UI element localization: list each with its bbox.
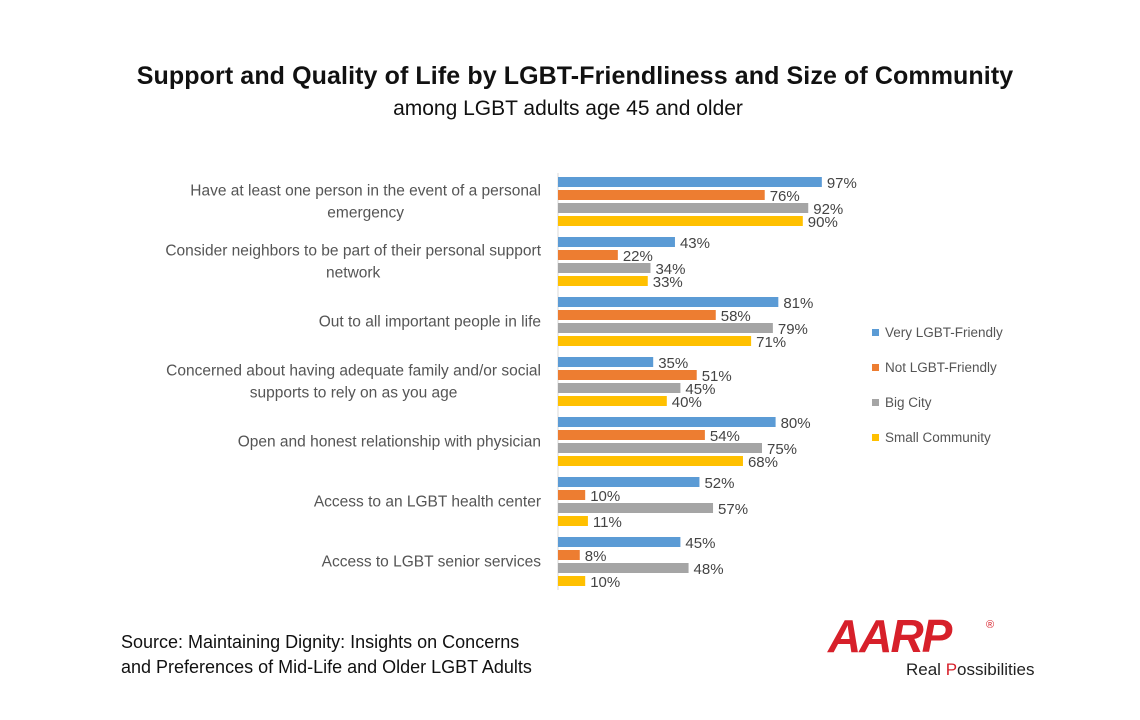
data-label: 58% [721,308,751,325]
bar-very-lgbt-friendly [558,417,776,427]
bar-not-lgbt-friendly [558,190,765,200]
aarp-wordmark: AARP ® [827,612,994,662]
data-label: 40% [672,394,702,411]
bar-big-city [558,563,689,573]
legend-swatch [872,399,879,406]
bar-small-community [558,516,588,526]
source-line: and Preferences of Mid-Life and Older LG… [121,657,532,677]
data-label: 11% [593,514,622,531]
data-label: 54% [710,428,740,445]
data-label: 45% [685,535,715,552]
data-label: 51% [702,368,732,385]
bar-very-lgbt-friendly [558,357,654,367]
category-label: Have at least one person in the event of… [190,183,541,222]
bar-big-city [558,203,809,213]
chart-title: Support and Quality of Life by LGBT-Frie… [136,62,1014,90]
bar-big-city [558,443,762,453]
data-label: 68% [748,454,778,471]
category-label: Access to an LGBT health center [314,494,541,511]
bar-not-lgbt-friendly [558,490,586,500]
bar-very-lgbt-friendly [558,177,822,187]
bar-small-community [558,576,586,586]
chart-subtitle: among LGBT adults age 45 and older [393,97,743,120]
bar-small-community [558,276,648,286]
bar-small-community [558,456,743,466]
category-label: Consider neighbors to be part of their p… [165,243,541,282]
bar-not-lgbt-friendly [558,430,705,440]
data-label: 81% [783,295,813,312]
category-label: Out to all important people in life [319,314,541,331]
data-label: 34% [655,261,685,278]
bar-not-lgbt-friendly [558,550,580,560]
data-label: 33% [653,274,683,291]
data-label: 45% [685,381,715,398]
data-label: 80% [781,415,811,432]
source-line: Source: Maintaining Dignity: Insights on… [121,632,520,652]
aarp-tagline: Real Possibilities [906,660,1035,679]
legend-entry: Small Community [885,430,991,445]
source-note: Source: Maintaining Dignity: Insights on… [121,630,532,680]
data-label: 52% [704,475,734,492]
data-label: 79% [778,321,808,338]
category-label: Access to LGBT senior services [322,554,542,571]
data-label: 71% [756,334,786,351]
bar-big-city [558,263,651,273]
legend-swatch [872,364,879,371]
aarp-logo: AARP ® Real Possibilities [808,612,1048,687]
data-label: 43% [680,235,710,252]
data-label: 75% [767,441,797,458]
data-label: 10% [590,488,620,505]
legend-entry: Not LGBT-Friendly [885,360,997,375]
data-label: 76% [770,188,800,205]
category-label: Concerned about having adequate family a… [166,363,541,402]
bar-very-lgbt-friendly [558,477,700,487]
legend-entry: Big City [885,395,932,410]
data-label: 57% [718,501,748,518]
bar-small-community [558,336,752,346]
legend-entry: Very LGBT-Friendly [885,325,1003,340]
bar-big-city [558,383,681,393]
bar-not-lgbt-friendly [558,370,697,380]
data-label: 35% [658,355,688,372]
bar-big-city [558,503,714,513]
data-label: 48% [694,561,724,578]
data-label: 10% [590,574,620,591]
bar-small-community [558,396,667,406]
bar-very-lgbt-friendly [558,297,779,307]
legend-swatch [872,329,879,336]
data-label: 97% [827,175,857,192]
legend-swatch [872,434,879,441]
bar-very-lgbt-friendly [558,537,681,547]
data-label: 8% [585,548,607,565]
bar-not-lgbt-friendly [558,310,716,320]
data-label: 92% [813,201,843,218]
bar-not-lgbt-friendly [558,250,618,260]
svg-text:®: ® [986,619,994,631]
svg-text:AARP: AARP [827,612,953,662]
category-label: Open and honest relationship with physic… [238,434,541,451]
bar-small-community [558,216,803,226]
data-label: 22% [623,248,653,265]
data-label: 90% [808,214,838,231]
bar-very-lgbt-friendly [558,237,675,247]
bar-big-city [558,323,773,333]
